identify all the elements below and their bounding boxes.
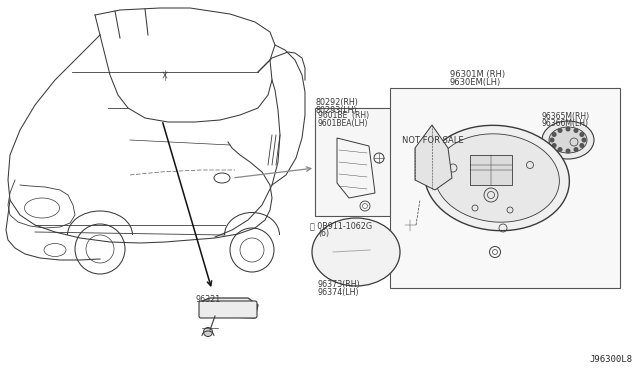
FancyBboxPatch shape [199, 301, 257, 318]
Ellipse shape [312, 218, 400, 286]
Ellipse shape [542, 121, 594, 159]
Text: 96373(RH): 96373(RH) [318, 280, 361, 289]
Circle shape [582, 138, 586, 142]
Circle shape [574, 148, 578, 151]
Circle shape [580, 133, 584, 136]
Text: J96300L8: J96300L8 [589, 355, 632, 364]
Text: 80292(RH): 80292(RH) [315, 98, 358, 107]
Bar [390, 88, 620, 288]
Ellipse shape [549, 127, 587, 153]
Polygon shape [415, 125, 452, 190]
Text: 96301M (RH): 96301M (RH) [450, 70, 505, 79]
Circle shape [566, 149, 570, 153]
Circle shape [558, 148, 562, 151]
Ellipse shape [424, 125, 570, 231]
Text: (6): (6) [318, 229, 329, 238]
Text: 96374(LH): 96374(LH) [318, 288, 360, 297]
Ellipse shape [435, 134, 559, 222]
Circle shape [580, 144, 584, 147]
Circle shape [552, 133, 556, 136]
Circle shape [550, 138, 554, 142]
Text: 9601BE  (RH): 9601BE (RH) [318, 111, 369, 120]
Polygon shape [200, 298, 258, 318]
Text: 96366M(LH): 96366M(LH) [542, 119, 589, 128]
Text: 96321: 96321 [195, 295, 220, 304]
Circle shape [552, 144, 556, 147]
Text: 9630EM(LH): 9630EM(LH) [450, 78, 501, 87]
Text: Ⓝ 0B911-1062G: Ⓝ 0B911-1062G [310, 221, 372, 230]
Text: NOT FOR SALE: NOT FOR SALE [402, 136, 463, 145]
Text: 96365M(RH): 96365M(RH) [542, 112, 590, 121]
Bar [315, 108, 415, 216]
Circle shape [558, 129, 562, 132]
Circle shape [566, 127, 570, 131]
Circle shape [204, 327, 212, 337]
Bar [470, 155, 512, 185]
Text: 80293(LH): 80293(LH) [315, 106, 356, 115]
Text: 9601BEA(LH): 9601BEA(LH) [318, 119, 369, 128]
Circle shape [574, 129, 578, 132]
